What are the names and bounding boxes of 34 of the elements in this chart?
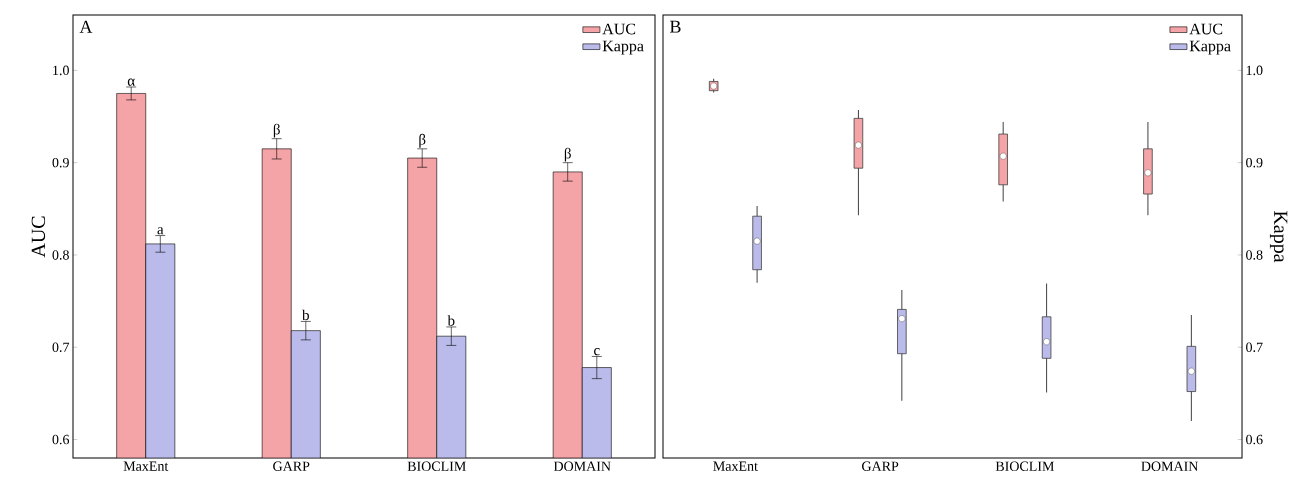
annotation: β: [419, 133, 426, 148]
y-axis-title: AUC: [31, 216, 46, 258]
annotation: b: [302, 309, 309, 321]
legend-label: AUC: [1189, 23, 1223, 35]
legend-label: Kappa: [1189, 40, 1231, 55]
y2-tick-label: 0.9: [1246, 157, 1263, 168]
y2-axis-title: Kappa: [1269, 210, 1288, 263]
y-tick-label: 0.7: [52, 342, 70, 353]
x-tick-label: GARP: [862, 461, 899, 471]
x-tick-label: DOMAIN: [1141, 461, 1199, 471]
annotation: c: [594, 348, 600, 356]
legend-label: AUC: [602, 23, 636, 35]
annotation: b: [447, 315, 455, 326]
x-tick-label: BIOCLIM: [995, 461, 1055, 471]
x-tick-label: MaxEnt: [123, 461, 169, 471]
x-tick-label: MaxEnt: [713, 461, 758, 471]
y-tick-label: 0.6: [52, 434, 70, 445]
y-tick-label: 0.9: [52, 157, 69, 168]
x-tick-label: GARP: [273, 461, 310, 471]
annotation: a: [157, 227, 164, 235]
chart-title: B: [669, 20, 681, 33]
y2-tick-label: 0.8: [1246, 250, 1263, 260]
y2-tick-label: 0.6: [1246, 434, 1263, 445]
y2-tick-label: 1.0: [1246, 65, 1263, 76]
y-tick-label: 1.0: [53, 65, 69, 76]
annotation: β: [273, 123, 280, 138]
y2-tick-label: 0.7: [1246, 342, 1263, 353]
legend-label: Kappa: [602, 40, 644, 55]
annotation: α: [127, 78, 135, 86]
chart-title: A: [79, 20, 93, 33]
x-tick-label: DOMAIN: [553, 461, 611, 471]
x-tick-label: BIOCLIM: [407, 461, 466, 471]
y-tick-label: 0.8: [52, 250, 69, 260]
annotation: β: [564, 147, 571, 162]
